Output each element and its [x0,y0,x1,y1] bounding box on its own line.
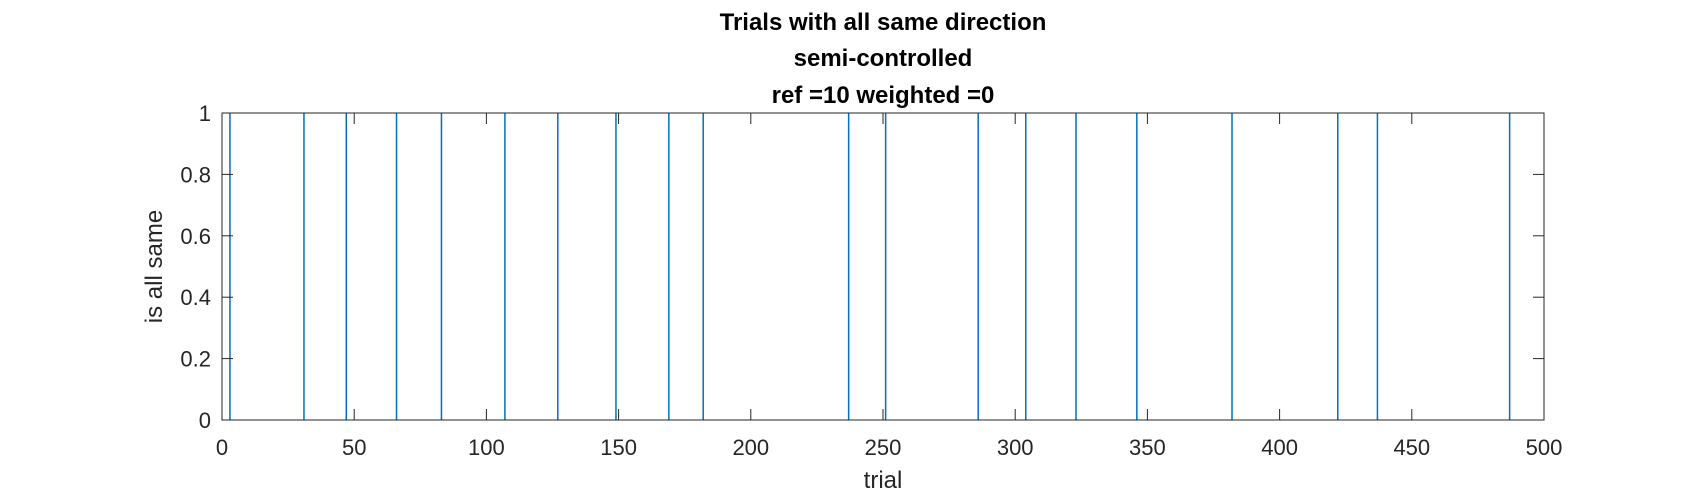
x-tick-label: 500 [1526,435,1563,460]
x-tick-label: 450 [1393,435,1430,460]
y-tick-label: 1 [199,101,211,126]
y-axis-ticks: 0 0.2 0.4 0.6 0.8 1 [180,101,1544,433]
y-axis-label: is all same [141,210,168,323]
axes-box [221,112,1545,421]
x-tick-label: 150 [600,435,637,460]
x-axis-label: trial [864,467,903,494]
x-tick-label: 300 [997,435,1034,460]
y-tick-label: 0 [199,408,211,433]
title-line-2: semi-controlled [794,45,973,72]
title-line-3: ref =10 weighted =0 [772,82,995,109]
y-tick-label: 0.6 [180,224,211,249]
title-line-1: Trials with all same direction [720,9,1047,36]
y-tick-label: 0.8 [180,162,211,187]
chart-title: Trials with all same direction semi-cont… [720,9,1047,109]
y-tick-label: 0.2 [180,347,211,372]
x-tick-label: 400 [1261,435,1298,460]
y-tick-label: 0.4 [180,285,211,310]
x-axis-ticks: 0 50 100 150 200 250 300 350 400 450 500 [216,113,1562,460]
x-tick-label: 100 [468,435,505,460]
x-tick-label: 200 [732,435,769,460]
x-tick-label: 50 [342,435,366,460]
x-tick-label: 0 [216,435,228,460]
x-tick-label: 350 [1129,435,1166,460]
stem-series [229,113,1511,420]
x-tick-label: 250 [865,435,902,460]
